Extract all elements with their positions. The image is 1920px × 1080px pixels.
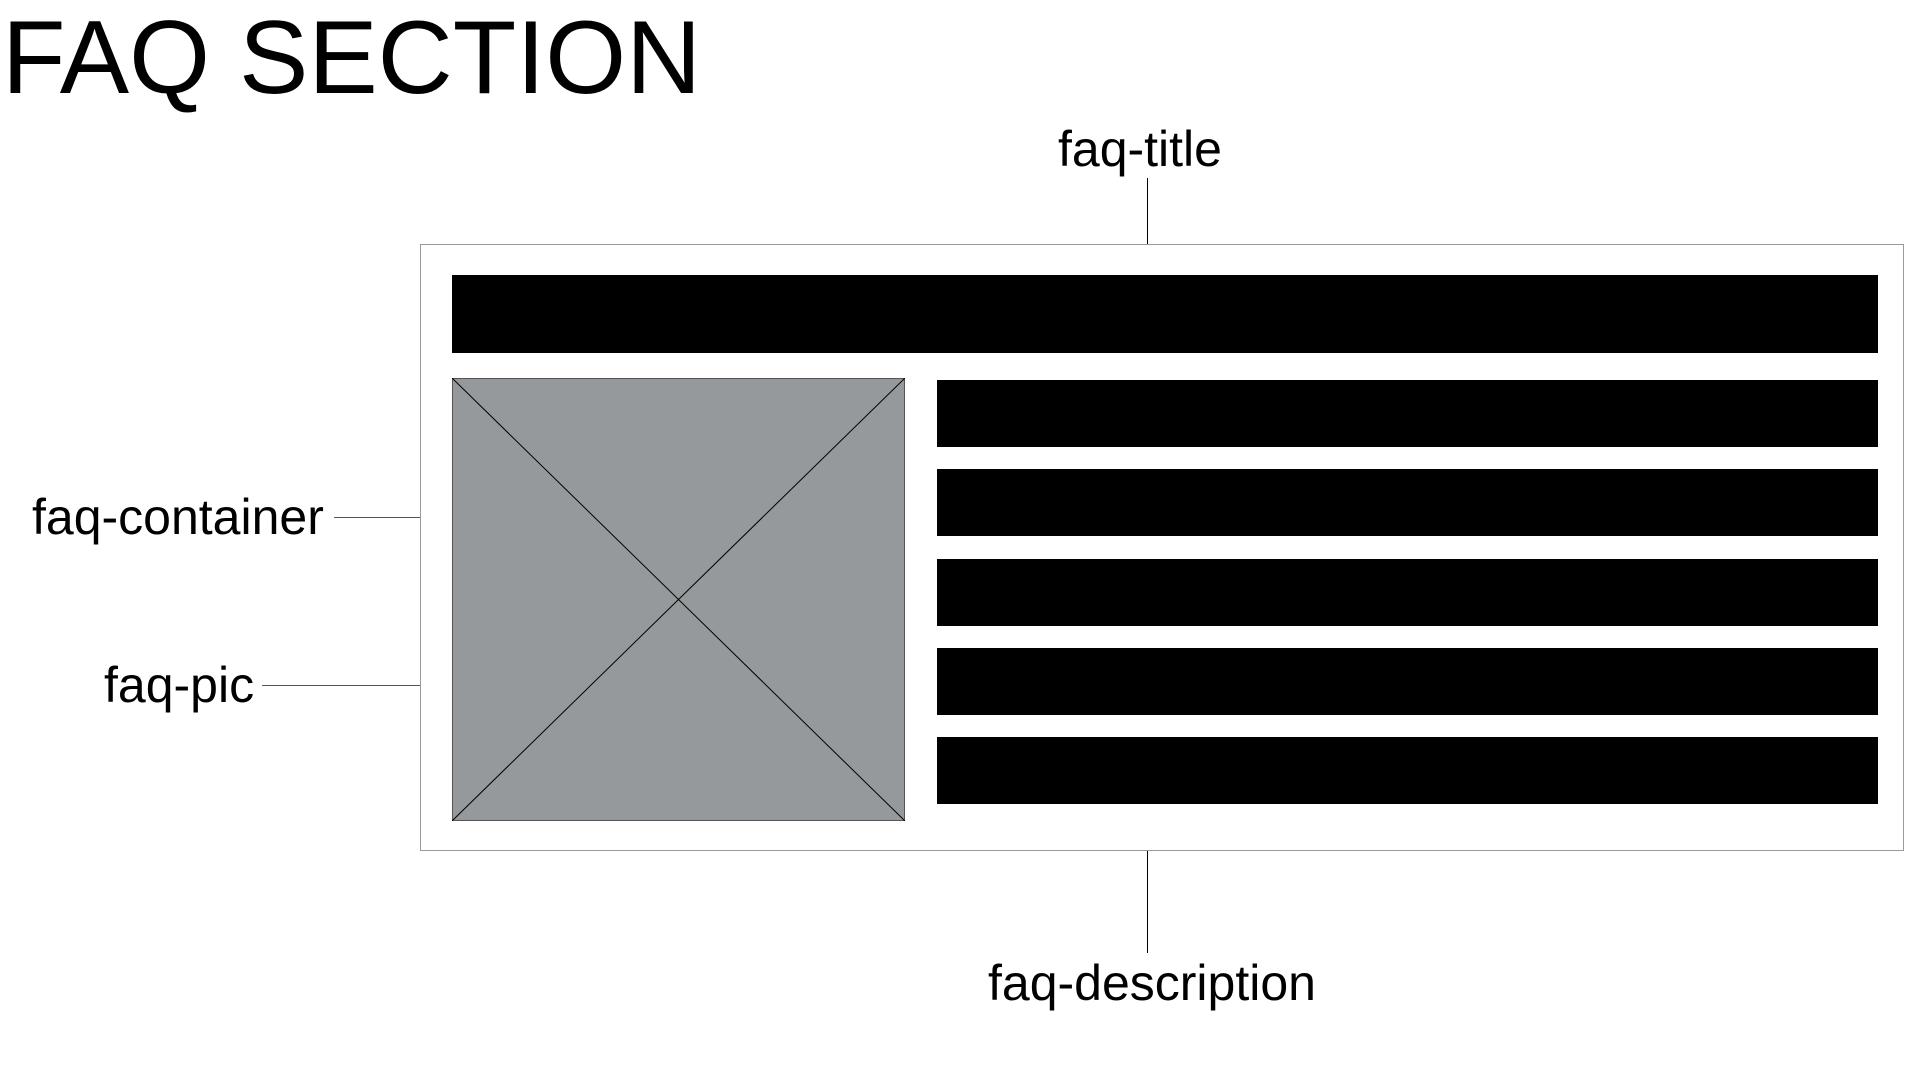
faq-description-line [937, 648, 1878, 715]
faq-pic-diagonal-2 [452, 378, 905, 821]
faq-description-leader-line [1147, 820, 1148, 953]
faq-container-leader-line [334, 517, 420, 518]
faq-title-leader-line [1147, 178, 1148, 275]
faq-title-bar [452, 275, 1878, 353]
faq-pic-label: faq-pic [104, 657, 255, 713]
faq-description-line [937, 380, 1878, 447]
faq-pic-placeholder [452, 378, 905, 821]
faq-description-line [937, 469, 1878, 536]
faq-title-label: faq-title [1058, 121, 1222, 177]
faq-description-line [937, 559, 1878, 626]
faq-pic-leader-line [262, 685, 452, 686]
faq-description-line [937, 737, 1878, 804]
page-title: FAQ SECTION [2, 0, 702, 116]
faq-description-label: faq-description [988, 955, 1316, 1011]
faq-container-label: faq-container [32, 489, 324, 545]
